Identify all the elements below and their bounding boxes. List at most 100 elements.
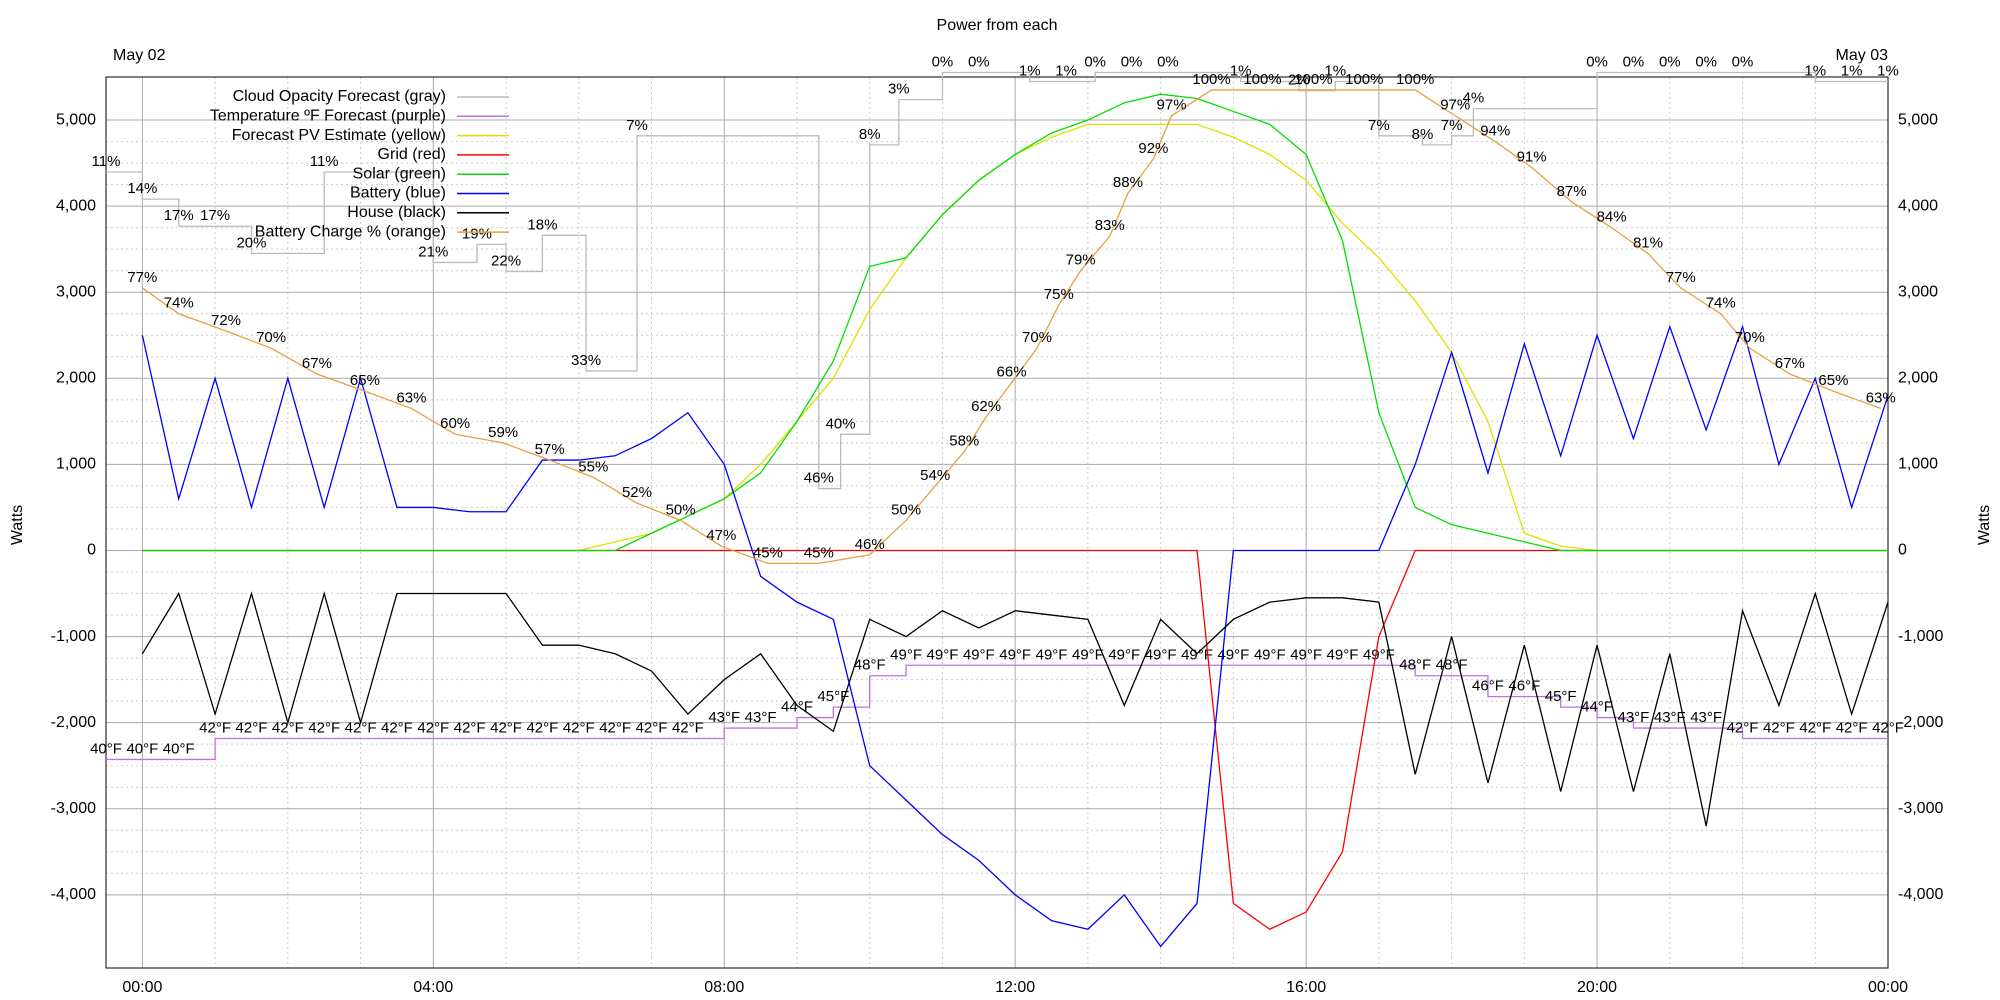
data-label: 0% [1695,53,1717,70]
data-label: 72% [211,312,241,329]
data-label: 42°F [199,719,231,736]
data-label: 42°F [563,719,595,736]
data-label: 52% [622,484,652,501]
date-label: May 02 [113,47,166,64]
data-label: 7% [1368,117,1390,134]
chart-title: Power from each [937,17,1058,34]
y-tick-label: 4,000 [56,197,96,214]
series-line [141,324,1889,948]
data-label: 11% [310,153,339,170]
data-label: 42°F [1836,719,1868,736]
x-tick-label: 12:00 [995,979,1035,996]
data-label: 18% [527,216,557,233]
y2-tick-label: 5,000 [1898,111,1938,128]
legend-label: House (black) [347,204,446,221]
data-label: 0% [1157,53,1179,70]
data-label: 46% [855,536,885,553]
data-label: 100% [1345,71,1383,88]
legend-label: Cloud Opacity Forecast (gray) [233,88,446,105]
y-tick-label: -2,000 [51,714,96,731]
data-label: 19% [462,225,492,242]
y2-tick-label: 2,000 [1898,370,1938,387]
y-tick-label: 0 [87,542,96,559]
data-label: 70% [256,329,286,346]
data-label: 77% [127,269,157,286]
data-label: 46°F [1472,678,1504,695]
data-label: 58% [949,432,979,449]
data-label: 43°F [745,709,777,726]
y-tick-label: -1,000 [51,628,96,645]
data-label: 49°F [999,646,1031,663]
data-label: 49°F [1327,646,1359,663]
x-tick-label: 16:00 [1286,979,1326,996]
data-label: 46% [804,470,834,487]
data-label: 55% [578,458,608,475]
data-label: 17% [200,207,230,224]
data-label: 11% [92,153,121,170]
data-label: 0% [1623,53,1645,70]
y-tick-label: -4,000 [51,886,96,903]
data-label: 3% [888,81,910,98]
data-label: 65% [1818,372,1848,389]
data-label: 45°F [1545,688,1577,705]
data-label: 22% [491,252,521,269]
data-label: 97% [1440,97,1470,114]
y2-tick-label: 3,000 [1898,283,1938,300]
data-label: 81% [1633,234,1663,251]
data-label: 42°F [1763,719,1795,736]
data-label: 60% [440,415,470,432]
data-label: 88% [1113,174,1143,191]
data-label: 84% [1597,209,1627,226]
legend-label: Battery Charge % (orange) [255,223,446,240]
data-label: 49°F [1108,646,1140,663]
data-label: 59% [488,424,518,441]
x-tick-label: 00:00 [1868,979,1908,996]
data-label: 47% [706,527,736,544]
data-label: 43°F [1654,709,1686,726]
data-label: 42°F [381,719,413,736]
data-label: 1% [1877,62,1899,79]
data-label: 20% [236,234,266,251]
data-label: 45% [804,544,834,561]
data-label: 49°F [1217,646,1249,663]
data-label: 67% [1775,355,1805,372]
y2-tick-label: -3,000 [1898,800,1943,817]
series-line [106,71,1888,490]
data-label: 49°F [1290,646,1322,663]
data-label: 42°F [636,719,668,736]
data-label: 42°F [345,719,377,736]
data-label: 44°F [1581,699,1613,716]
data-label: 42°F [1799,719,1831,736]
legend-label: Battery (blue) [350,185,446,202]
data-label: 40°F [126,740,158,757]
data-label: 62% [971,398,1001,415]
legend-label: Grid (red) [378,146,446,163]
data-label: 1% [1804,62,1826,79]
y2-axis-label: Watts [1976,505,1993,545]
date-label: May 03 [1836,47,1889,64]
data-label: 40% [826,415,856,432]
data-label: 65% [350,372,380,389]
data-label: 48°F [854,657,886,674]
data-label: 40°F [90,740,122,757]
y-tick-label: 5,000 [56,111,96,128]
data-label: 0% [1084,53,1106,70]
y2-tick-label: 1,000 [1898,456,1938,473]
y2-tick-label: -2,000 [1898,714,1943,731]
data-label: 40°F [163,740,195,757]
legend-label: Forecast PV Estimate (yellow) [232,127,446,144]
data-label: 70% [1735,329,1765,346]
data-label: 1% [1324,62,1346,79]
x-tick-label: 08:00 [704,979,744,996]
data-label: 92% [1138,140,1168,157]
data-label: 97% [1157,97,1187,114]
y2-tick-label: 4,000 [1898,197,1938,214]
data-label: 7% [626,117,648,134]
data-label: 100% [1243,71,1281,88]
series-line [106,664,1888,761]
data-label: 4% [1463,90,1485,107]
y2-tick-label: 0 [1898,542,1907,559]
data-label: 42°F [490,719,522,736]
